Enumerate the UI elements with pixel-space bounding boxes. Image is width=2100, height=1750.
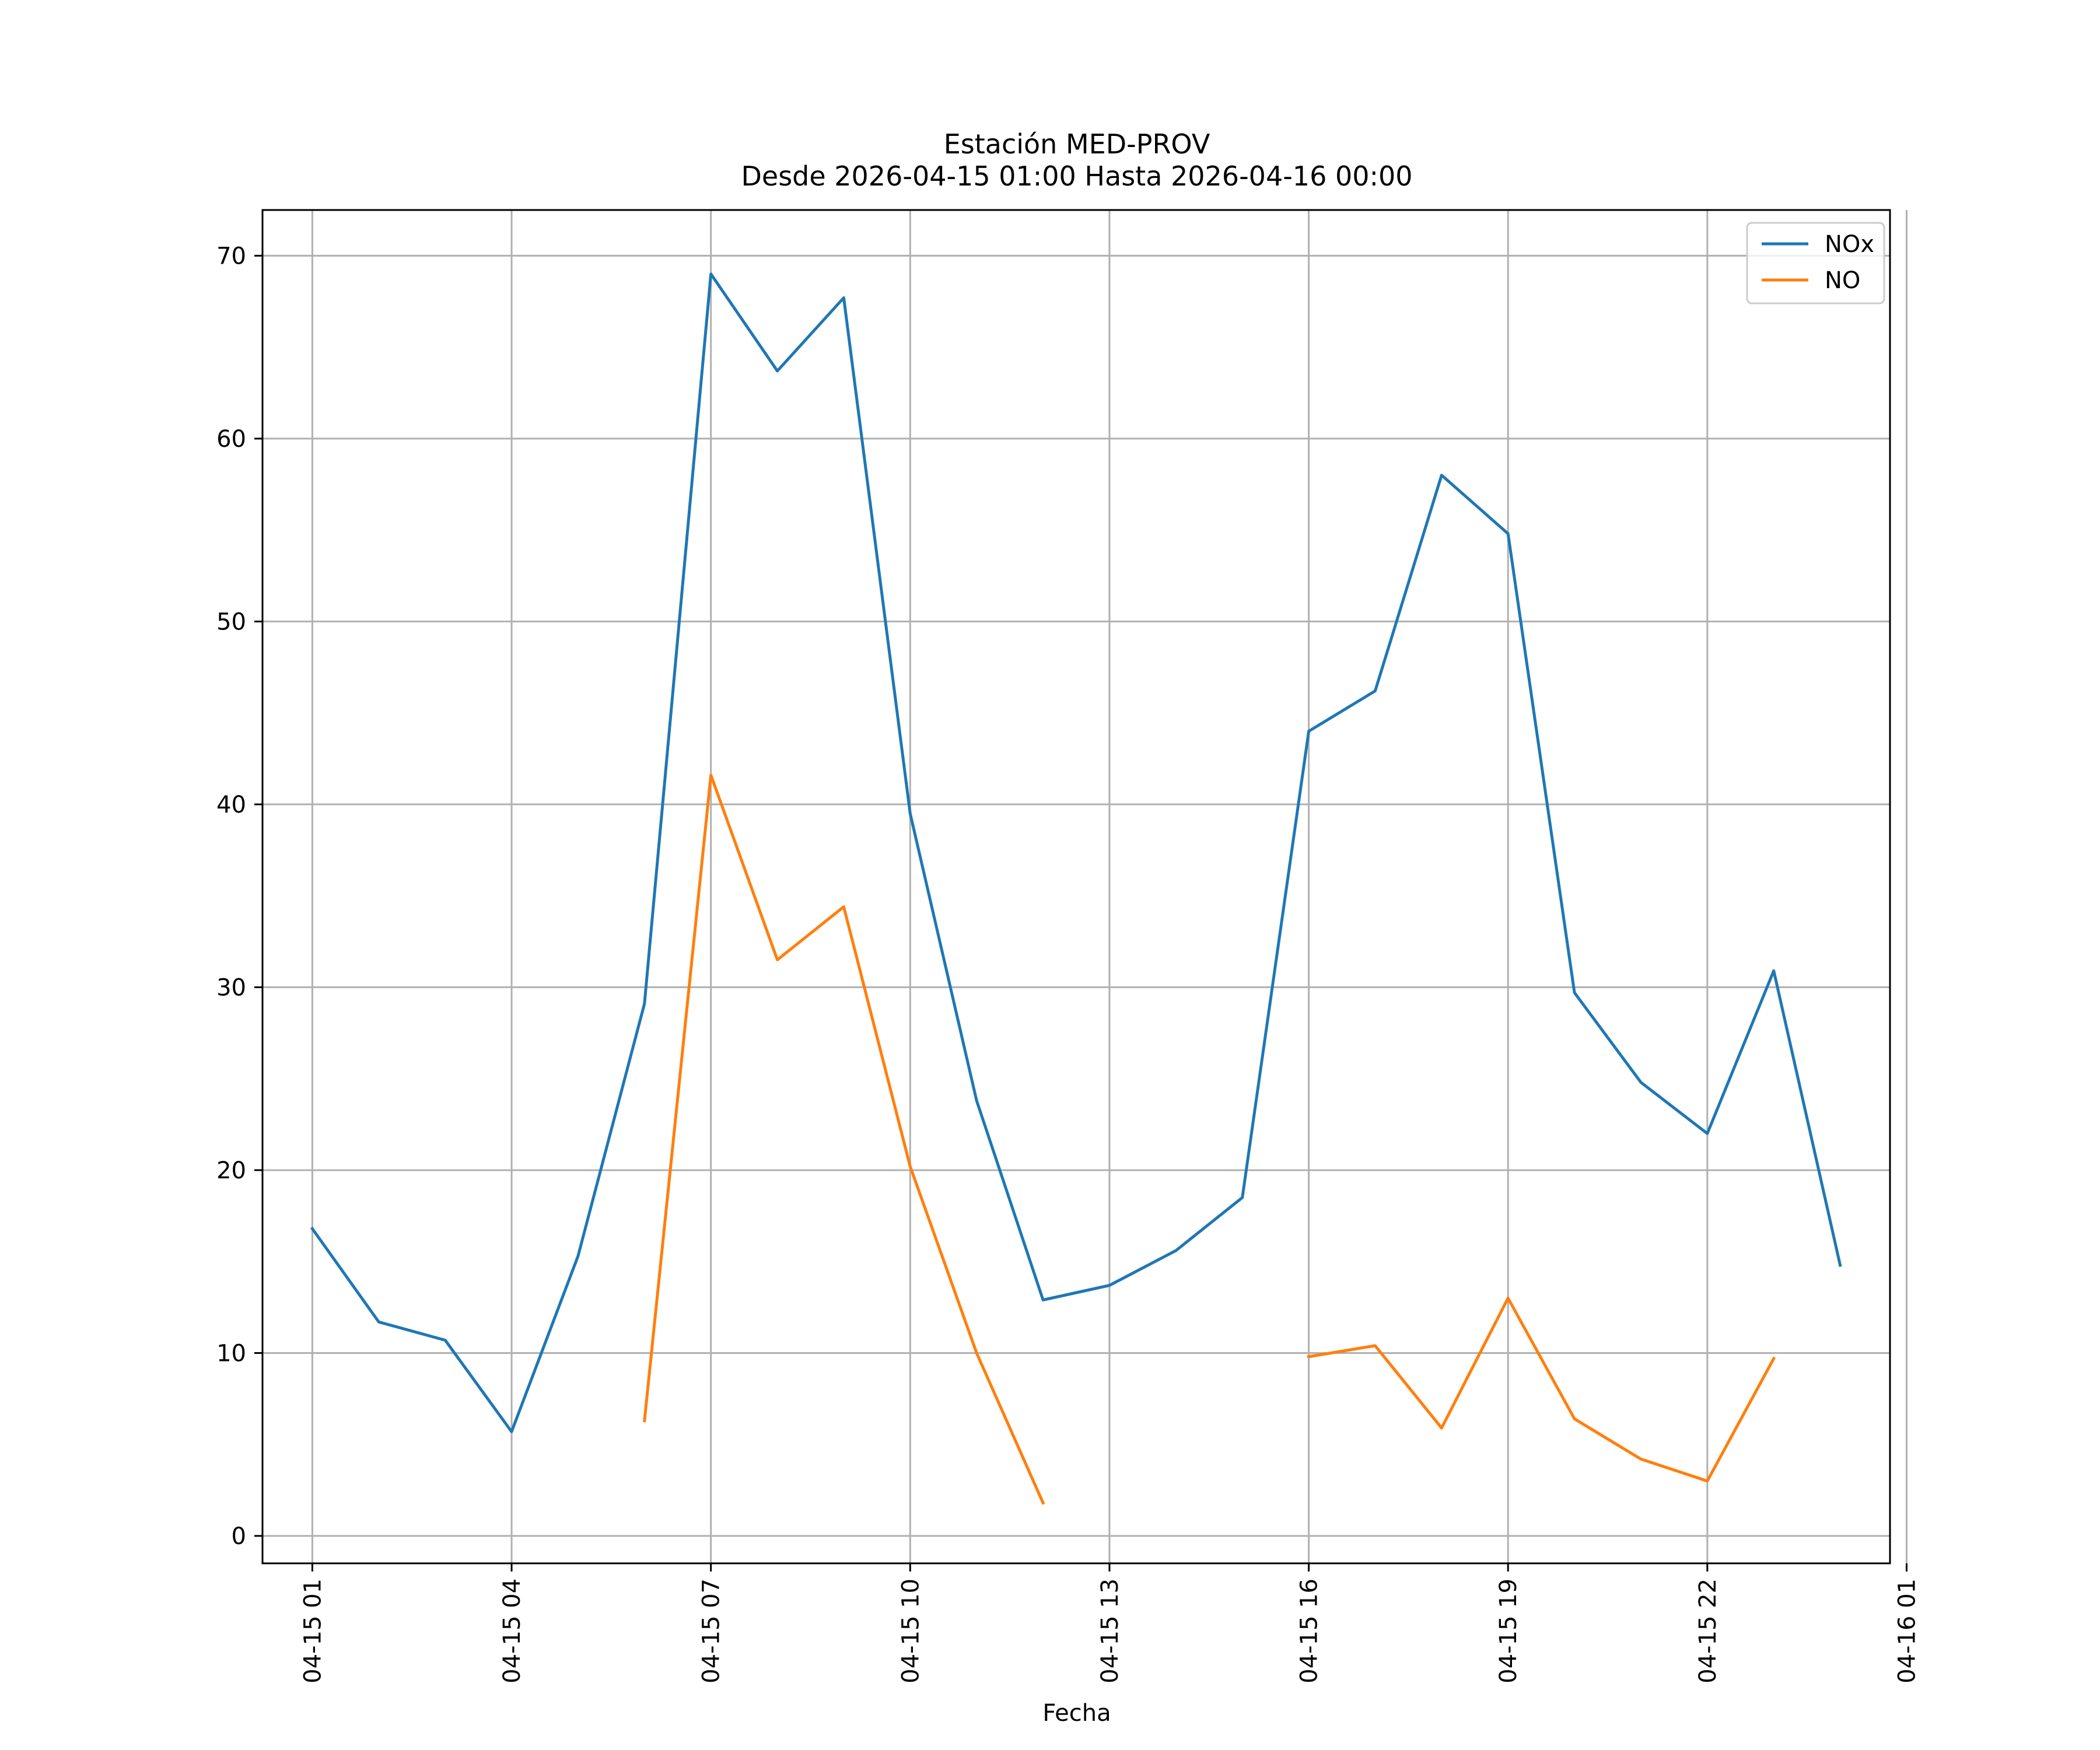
- axes: 0 10 20 30 40 50 60 70 04-15 01 04-15 04 04-15 07 0…: [216, 243, 1920, 1683]
- x-tick-label: 04-15 04: [499, 1578, 526, 1684]
- x-axis-label: Fecha: [1042, 1700, 1111, 1727]
- series-line-no: [1307, 1296, 1776, 1483]
- legend-label-nox: NOx: [1825, 231, 1874, 258]
- x-tick-label: 04-15 07: [698, 1578, 725, 1684]
- y-tick-label: 50: [216, 608, 246, 635]
- grid: [262, 210, 1908, 1563]
- x-tick-label: 04-15 22: [1695, 1578, 1721, 1684]
- series-line-no: [643, 774, 1045, 1505]
- y-tick-label: 70: [216, 243, 246, 270]
- x-tick-label: 04-16 01: [1894, 1578, 1920, 1684]
- series-line-nox: [310, 272, 1842, 1433]
- y-tick-label: 60: [216, 426, 246, 453]
- x-tick-label: 04-15 19: [1495, 1578, 1522, 1684]
- x-tick-label: 04-15 13: [1097, 1578, 1124, 1684]
- legend-label-no: NO: [1825, 267, 1860, 294]
- y-tick-label: 40: [216, 792, 246, 818]
- plot-frame: [261, 209, 1891, 1564]
- y-tick-label: 30: [216, 974, 246, 1001]
- chart-subtitle: Desde 2026-04-15 01:00 Hasta 2026-04-16 …: [741, 160, 1412, 192]
- y-tick-label: 0: [232, 1523, 246, 1550]
- series-lines: [310, 272, 1842, 1505]
- chart-title: Estación MED-PROV: [944, 128, 1210, 160]
- x-tick-label: 04-15 10: [897, 1578, 924, 1684]
- y-tick-label: 10: [216, 1340, 246, 1367]
- legend: NOx NO: [1746, 222, 1885, 304]
- y-tick-label: 20: [216, 1157, 246, 1184]
- x-tick-label: 04-15 16: [1296, 1578, 1323, 1684]
- x-tick-label: 04-15 01: [299, 1578, 326, 1684]
